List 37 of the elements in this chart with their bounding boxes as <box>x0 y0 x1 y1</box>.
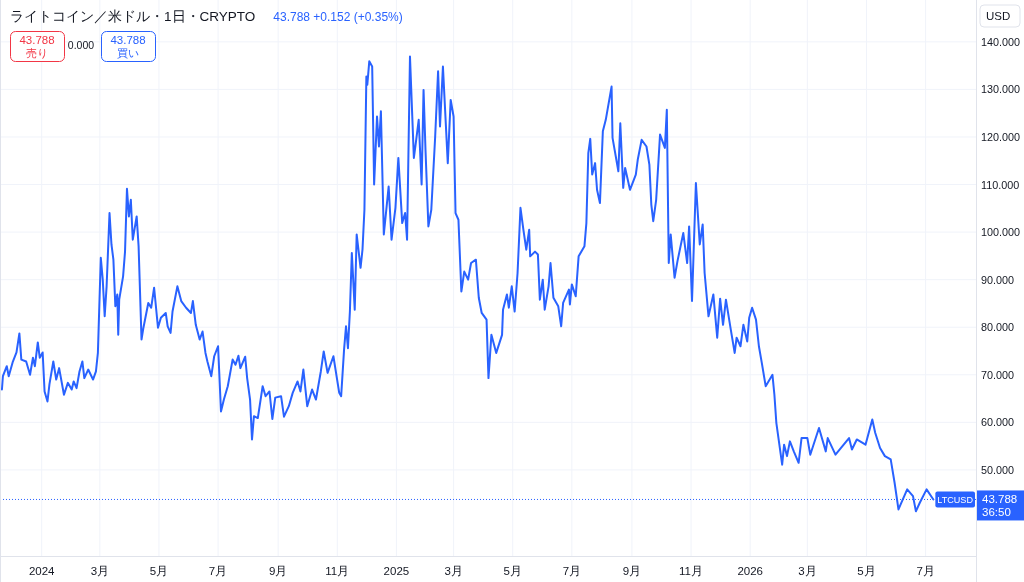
y-tick-label: 120.000 <box>981 130 1021 143</box>
x-tick-label: 5月 <box>503 565 522 577</box>
y-tick-label: 140.000 <box>981 35 1021 48</box>
x-tick-label: 11月 <box>325 565 350 577</box>
text: 43.788 +0.152 (+0.35%) <box>273 10 403 24</box>
y-tick-label: 130.000 <box>981 83 1021 96</box>
y-tick-label: 100.000 <box>981 226 1021 239</box>
x-tick-label: 5月 <box>149 565 169 577</box>
x-tick-label: 5月 <box>857 565 876 577</box>
y-tick-label: 90.000 <box>981 273 1015 286</box>
series-label: LTCUSD <box>937 493 975 505</box>
x-tick-label: 7月 <box>562 565 582 577</box>
x-tick-label: 2024 <box>28 565 56 577</box>
x-tick-label: 3月 <box>444 565 463 577</box>
x-tick-label: 7月 <box>916 565 935 577</box>
x-tick-label: 2025 <box>383 565 410 577</box>
annotation: 43.788 <box>110 34 146 46</box>
y-axis-title: USD <box>986 10 1011 22</box>
x-tick-label: 11月 <box>679 565 704 577</box>
x-tick-label: 2026 <box>737 565 763 577</box>
x-tick-label: 7月 <box>208 565 228 577</box>
y-tick-label: 110.000 <box>981 178 1020 191</box>
ref-line-label: 43.788 <box>982 493 1018 506</box>
y-tick-label: 60.000 <box>981 416 1015 429</box>
text: 36:50 <box>982 506 1011 519</box>
annotation: 43.788 <box>19 34 55 46</box>
x-tick-label: 9月 <box>622 565 642 577</box>
annotation: 売り <box>26 47 48 59</box>
annotation: 0.000 <box>67 39 95 51</box>
y-tick-label: 70.000 <box>981 368 1015 381</box>
text: ライトコイン／米ドル・1日・CRYPTO <box>10 9 256 24</box>
annotation: 買い <box>117 47 139 59</box>
y-tick-label: 80.000 <box>981 321 1015 334</box>
x-tick-label: 3月 <box>798 565 817 577</box>
x-tick-label: 3月 <box>90 565 110 577</box>
x-tick-label: 9月 <box>268 565 288 577</box>
y-tick-label: 50.000 <box>981 463 1015 476</box>
